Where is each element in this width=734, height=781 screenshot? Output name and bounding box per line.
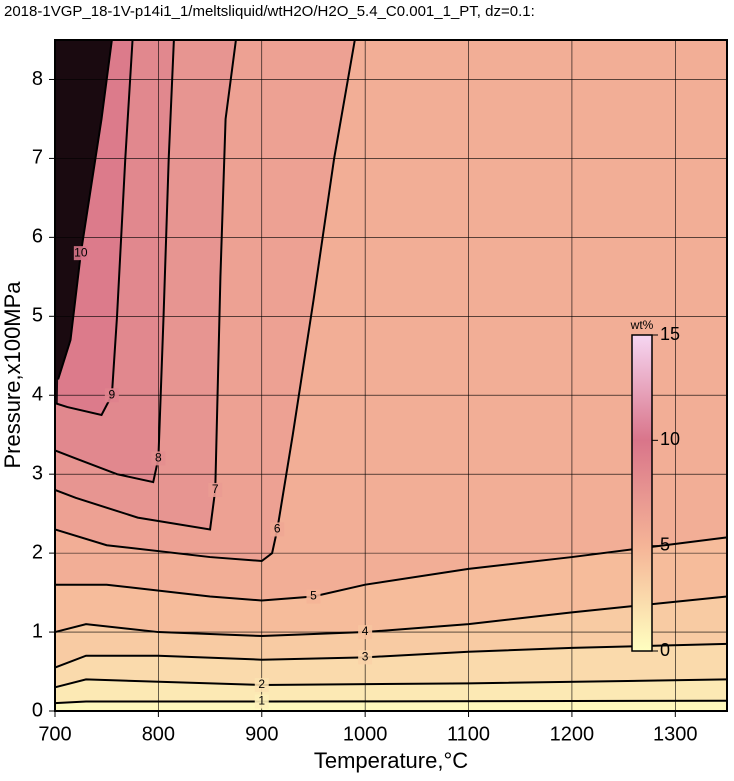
colorbar [631, 334, 653, 652]
contour-label-bg [254, 694, 269, 709]
y-tick-label: 5 [32, 305, 43, 327]
y-tick-label: 6 [32, 226, 43, 248]
x-tick-label: 1300 [653, 723, 698, 745]
plot-frame [54, 39, 728, 712]
colorbar-tick-label: 0 [660, 640, 670, 660]
y-axis-label: Pressure,x100MPa [0, 281, 25, 469]
contour-label: 10 [74, 245, 88, 259]
contour-band [55, 700, 727, 711]
contour-label: 3 [362, 649, 369, 663]
contour-label: 8 [155, 451, 162, 465]
x-tick-label: 1000 [343, 723, 388, 745]
contour-label-bg [208, 482, 223, 497]
x-tick-label: 1200 [550, 723, 595, 745]
plot-fill [55, 40, 727, 711]
x-tick-label: 900 [245, 723, 278, 745]
contour-band [55, 40, 727, 711]
colorbar-label: wt% [630, 318, 654, 332]
contour-label-bg [306, 589, 321, 604]
y-tick-label: 4 [32, 384, 43, 406]
colorbar-tick-label: 5 [660, 534, 670, 554]
contour-label-bg [358, 625, 373, 640]
contour-line [54, 595, 728, 638]
x-axis-label: Temperature,°C [314, 748, 468, 773]
contour-line [54, 39, 356, 563]
contour-label: 9 [109, 387, 116, 401]
contour-label: 7 [212, 482, 219, 496]
contour-label: 2 [258, 677, 265, 691]
y-tick-label: 3 [32, 462, 43, 484]
contour-line [54, 39, 237, 531]
y-tick-label: 2 [32, 541, 43, 563]
contour-label-bg [358, 650, 373, 665]
contour-label-bg [270, 522, 285, 537]
contour-label: 4 [362, 624, 369, 638]
y-tick-label: 1 [32, 620, 43, 642]
contour-label: 5 [310, 589, 317, 603]
plot-layer: 700 800 900 1000 1100 1200 1300012345678109876… [32, 39, 728, 745]
contour-label: 1 [258, 694, 265, 708]
colorbar-tick-label: 10 [660, 429, 680, 449]
chart-title: 2018-1VGP_18-1V-p14i1_1/meltsliquid/wtH2… [4, 3, 535, 20]
contour-label: 6 [274, 522, 281, 536]
y-tick-label: 0 [32, 699, 43, 721]
contour-label-bg [254, 677, 269, 692]
x-tick-label: 800 [142, 723, 175, 745]
y-tick-label: 7 [32, 147, 43, 169]
contour-label-bg [104, 388, 119, 403]
contour-line [54, 699, 728, 705]
contour-line [54, 642, 728, 669]
x-tick-label: 700 [38, 723, 71, 745]
contour-label-bg [73, 246, 88, 261]
contour-line [54, 39, 175, 484]
colorbar-tick-label: 15 [660, 324, 680, 344]
y-tick-label: 8 [32, 68, 43, 90]
contour-label-bg [151, 451, 166, 466]
x-tick-label: 1100 [447, 723, 490, 745]
